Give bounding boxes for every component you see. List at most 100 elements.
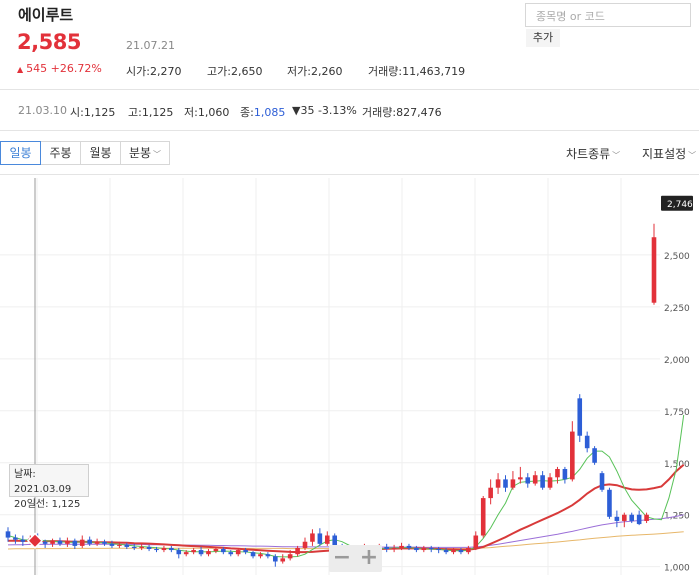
history-close: 종:1,085 [240,106,286,119]
candle-body [265,554,271,557]
tab-monthly[interactable]: 월봉 [80,141,121,165]
zoom-in-button[interactable]: + [359,545,379,570]
candle-body [161,547,167,551]
candle-body [540,475,545,488]
history-high-label: 고 [128,106,139,119]
candle-body [302,541,308,548]
add-button[interactable]: 추가 [526,29,560,47]
chevron-down-icon: ﹀ [153,150,162,159]
ma-line-5 [7,414,685,558]
zoom-out-button[interactable]: − [332,545,352,570]
history-open-label: 시 [70,106,81,119]
high-value: 2,650 [230,65,263,78]
history-open-value: 1,125 [83,106,116,119]
up-triangle-icon: ▲ [17,65,24,74]
candle-body [87,539,92,544]
candle-body [532,475,538,484]
indicator-menu[interactable]: 지표설정 ﹀ [642,145,696,162]
candle-body [503,479,508,488]
divider [0,89,699,90]
history-change: ▼35 -3.13% [292,104,357,117]
history-low-value: 1,060 [197,106,230,119]
candle-body [154,549,159,551]
candle-body [324,535,330,544]
volume-value: 11,463,719 [402,65,466,78]
candle-body [384,546,389,550]
history-volume-value: 827,476 [396,106,442,119]
tab-daily[interactable]: 일봉 [0,141,41,165]
chevron-down-icon: ﹀ [612,151,621,160]
candle-body [258,554,263,557]
candle-body [332,535,338,546]
candle-body [584,435,590,449]
candle-body [295,547,300,555]
tab-minute[interactable]: 분봉 ﹀ [120,141,170,165]
candle-body [139,546,144,548]
divider [0,174,699,175]
open-value: 2,270 [149,65,182,78]
divider [0,130,699,131]
candle-body [547,477,553,488]
candle-body [13,537,18,540]
candle-body [525,477,531,484]
history-date: 21.03.10 [18,104,67,117]
candle-body [436,549,441,551]
candle-body [488,487,493,499]
candle-body [213,549,219,552]
candle-body [607,489,612,517]
history-volume-label: 거래량 [362,106,393,119]
candle-body [287,554,293,559]
history-high-value: 1,125 [141,106,174,119]
candle-body [146,546,152,550]
quote-date: 21.07.21 [126,39,175,52]
candle-body [228,552,234,555]
ma-line-20 [8,464,685,554]
candle-body [124,544,130,547]
high-price: 고가:2,650 [207,65,263,78]
candle-body [176,550,182,555]
chevron-down-icon: ﹀ [688,151,697,160]
candle-body [428,547,434,550]
candle-body [102,541,107,544]
price-change-value: 545 +26.72% [26,62,102,75]
candle-body [562,468,568,480]
candle-body [5,531,11,538]
candle-body [473,535,479,548]
candle-body [480,498,486,536]
candle-body [599,473,605,490]
history-low-label: 저 [184,106,195,119]
candle-body [421,547,427,551]
history-open: 시:1,125 [70,106,116,119]
search-input[interactable]: 종목명 or 코드 [525,3,691,27]
candle-body [399,545,404,548]
history-close-value: 1,085 [253,106,286,119]
low-value: 2,260 [310,65,343,78]
candle-body [510,479,516,488]
y-tick-label: 1,750 [664,408,690,418]
candle-body [183,552,189,555]
candle-body [50,540,55,544]
y-tick-label: 2,250 [664,304,690,314]
candle-body [131,546,137,548]
candle-body [42,541,48,544]
volume-label: 거래량 [368,65,399,78]
candle-body [391,547,397,550]
tab-weekly[interactable]: 주봉 [40,141,81,165]
current-price-label: 2,746 [667,200,693,210]
candle-body [651,237,657,303]
candle-body [451,550,456,553]
crosshair-tooltip: 날짜: 2021.03.09 20일선: 1,125 [9,464,89,510]
candle-body [243,550,248,553]
y-tick-label: 2,500 [664,252,690,262]
candle-body [280,558,286,562]
low-label: 저가 [287,65,308,78]
price-change: ▲ 545 +26.72% [17,62,102,75]
candle-body [644,514,649,521]
candle-body [79,539,85,546]
candle-body [72,540,78,546]
candle-body [109,543,115,546]
candle-body [555,468,560,478]
candle-body [629,514,635,521]
chart-type-menu[interactable]: 차트종류 ﹀ [566,145,620,162]
